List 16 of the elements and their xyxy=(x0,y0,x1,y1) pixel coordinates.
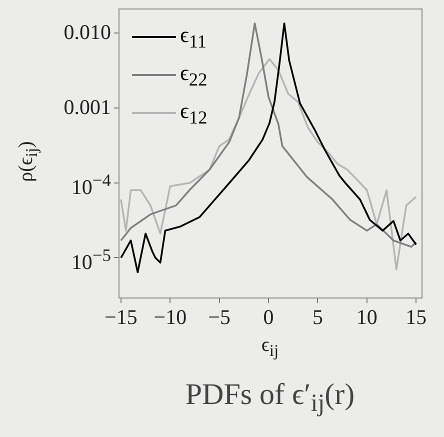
x-tick-label: 10 xyxy=(356,305,378,330)
legend-label: ϵ$_{12}$ xyxy=(180,98,208,128)
y-tick-label: 0.001 xyxy=(64,94,111,119)
x-axis-title: ϵ$_{ij}$ xyxy=(260,334,280,361)
y-tick-label: 10$^{−5}$ xyxy=(71,244,111,274)
legend-label: ϵ$_{11}$ xyxy=(180,22,207,52)
x-tick-label: 15 xyxy=(406,305,427,330)
text: PDFs of ϵ′$_{ij}$(r) xyxy=(184,378,356,418)
legend-label: ϵ$_{22}$ xyxy=(180,60,208,90)
y-tick-label: 10$^{−4}$ xyxy=(71,170,111,199)
x-tick-label: −10 xyxy=(154,305,187,330)
x-tick-label: 0 xyxy=(263,305,274,330)
x-tick-label: 5 xyxy=(312,305,323,330)
y-tick-label: 0.010 xyxy=(64,20,111,44)
x-tick-label: −15 xyxy=(104,305,138,330)
x-tick-label: −5 xyxy=(208,305,231,330)
